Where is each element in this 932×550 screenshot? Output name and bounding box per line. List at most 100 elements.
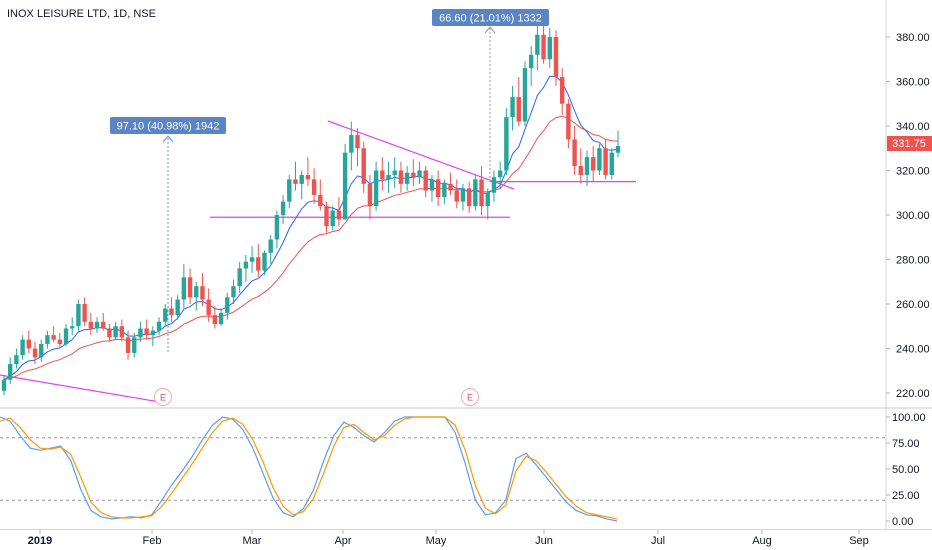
candle-body xyxy=(404,172,410,184)
osc-tick-label: 0.00 xyxy=(892,516,913,528)
chart-title: INOX LEISURE LTD, 1D, NSE xyxy=(7,8,156,20)
trend-line-lower xyxy=(0,374,161,403)
earnings-marker-label: E xyxy=(160,393,166,403)
candle-body xyxy=(88,321,94,329)
measure-label-box xyxy=(432,9,549,26)
candle-body xyxy=(392,170,397,175)
oscillator-levels xyxy=(0,437,886,501)
oscillator-k-line xyxy=(0,416,618,522)
candle-body xyxy=(194,286,199,298)
price-tick-label: 380.00 xyxy=(896,32,930,44)
candle-body xyxy=(553,37,559,78)
candle-body xyxy=(132,337,137,353)
last-price-badge: 331.75 xyxy=(887,136,932,151)
candle-body xyxy=(225,297,230,313)
candle-body xyxy=(398,170,404,184)
oscillator-axis: 0.00 25.00 50.00 75.00 100.00 xyxy=(886,412,926,528)
candle-body xyxy=(566,103,571,140)
candle-body xyxy=(318,194,323,207)
candle-body xyxy=(435,179,441,198)
time-tick-label: 2019 xyxy=(28,535,52,547)
candle-body xyxy=(243,261,249,269)
candle-body xyxy=(187,277,193,298)
osc-tick-label: 50.00 xyxy=(892,464,920,476)
earnings-marker-icon xyxy=(461,388,479,406)
price-tick-label: 340.00 xyxy=(896,121,930,133)
candle-body xyxy=(603,148,608,175)
candle-body xyxy=(516,97,521,122)
candle-body xyxy=(206,299,211,316)
time-tick-label: Feb xyxy=(143,535,162,547)
candle-body xyxy=(63,328,69,345)
candle-body xyxy=(615,146,621,153)
time-tick-label: Aug xyxy=(752,535,772,547)
candle-body xyxy=(125,337,131,353)
price-tick-label: 320.00 xyxy=(896,166,930,178)
candle-body xyxy=(442,183,447,198)
measure-arrow-icon xyxy=(162,135,174,143)
candle-body xyxy=(101,321,106,329)
candle-body xyxy=(497,170,503,178)
candle-body xyxy=(342,152,348,220)
candle-body xyxy=(373,170,379,207)
candle-body xyxy=(237,268,242,287)
candle-body xyxy=(20,339,25,356)
candle-body xyxy=(522,68,528,122)
measure-label: 66.60 (21.01%) 1332 xyxy=(439,13,542,25)
candle-body xyxy=(386,174,391,180)
osc-tick-label: 100.00 xyxy=(892,412,926,424)
candle-body xyxy=(175,299,180,316)
candle-body xyxy=(541,34,546,60)
candle-body xyxy=(150,330,156,336)
candle-body xyxy=(169,308,174,316)
candle-body xyxy=(597,148,602,171)
earnings-marker-label: E xyxy=(467,393,473,403)
candle-body xyxy=(485,192,490,207)
candle-body xyxy=(479,179,484,207)
candle-body xyxy=(367,183,373,207)
measure-arrow-icon xyxy=(484,26,496,34)
candle-body xyxy=(460,188,466,202)
price-tick-label: 300.00 xyxy=(896,210,930,222)
candle-body xyxy=(274,215,280,240)
candle-body xyxy=(510,97,515,118)
candle-body xyxy=(287,179,292,202)
candle-body xyxy=(349,134,354,153)
candle-body xyxy=(609,152,614,175)
measure-label: 97.10 (40.98%) 1942 xyxy=(117,121,220,133)
candle-body xyxy=(138,328,143,338)
candle-body xyxy=(336,210,342,220)
candle-body xyxy=(113,326,118,338)
candle-body xyxy=(411,172,416,178)
trend-drawings[interactable] xyxy=(0,120,636,403)
candle-body xyxy=(82,304,87,322)
earnings-marker-icon xyxy=(154,388,172,406)
annotations: 97.10 (40.98%) 1942 66.60 (21.01%) 1332 E E xyxy=(110,9,549,406)
time-tick-label: Sep xyxy=(849,535,869,547)
candle-body xyxy=(293,179,298,184)
time-tick-label: May xyxy=(426,535,447,547)
trend-line-descending xyxy=(327,120,515,190)
candle-body xyxy=(423,170,428,191)
candle-body xyxy=(262,252,267,271)
candle-body xyxy=(1,379,7,391)
price-axis: 220.00 240.00 260.00 280.00 300.00 320.00 340.… xyxy=(886,32,930,400)
candle-body xyxy=(448,183,453,191)
candle-body xyxy=(32,348,38,358)
candle-body xyxy=(45,335,50,345)
candle-body xyxy=(268,239,273,253)
candle-body xyxy=(504,117,509,171)
price-tick-label: 360.00 xyxy=(896,77,930,89)
price-tick-label: 220.00 xyxy=(896,388,930,400)
candle-body xyxy=(200,286,205,300)
oscillator-lines xyxy=(0,416,618,522)
candle-body xyxy=(8,364,13,380)
candles xyxy=(1,23,621,396)
candle-body xyxy=(26,339,32,349)
moving-average-slow xyxy=(3,115,619,381)
candle-body xyxy=(39,344,44,358)
last-price-label: 331.75 xyxy=(892,138,926,150)
candle-body xyxy=(163,308,168,322)
price-tick-label: 280.00 xyxy=(896,255,930,267)
